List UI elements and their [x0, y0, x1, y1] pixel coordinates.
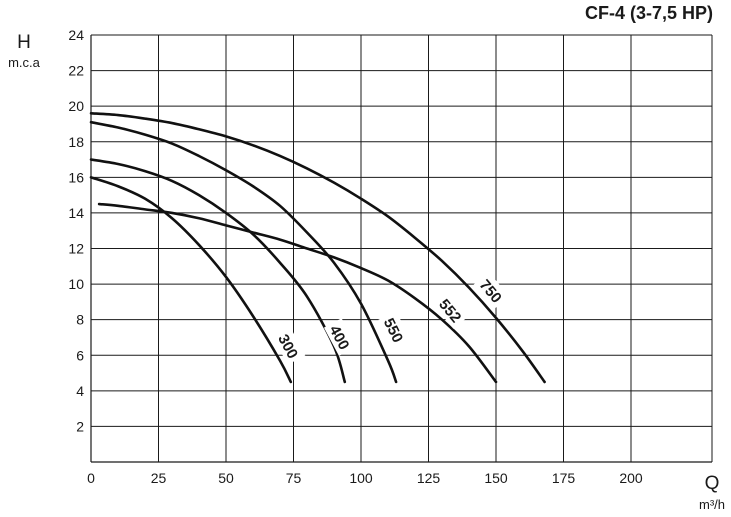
x-axis-title: Q — [705, 473, 720, 494]
curve-label-bg — [432, 291, 469, 329]
x-axis-unit: m³/h — [699, 497, 725, 512]
curves — [89, 111, 546, 384]
x-tick-label: 0 — [87, 470, 95, 486]
x-tick-label: 150 — [484, 470, 508, 486]
curve-label-bg — [378, 311, 411, 349]
curve-label-550: 550 — [378, 311, 411, 349]
y-tick-label: 12 — [68, 241, 84, 257]
y-tick-label: 20 — [68, 98, 84, 114]
x-tick-label: 100 — [349, 470, 373, 486]
y-tick-label: 18 — [68, 134, 84, 150]
y-axis-unit: m.c.a — [8, 55, 41, 70]
grid — [90, 34, 713, 463]
x-tick-label: 175 — [552, 470, 576, 486]
y-tick-label: 16 — [68, 169, 84, 185]
y-tick-label: 14 — [68, 205, 84, 221]
x-tick-label: 50 — [218, 470, 234, 486]
curve-label-bg — [323, 318, 357, 356]
series-300-line — [89, 176, 293, 384]
curve-label-300: 300 — [272, 327, 306, 365]
labels: 0 25 50 75 100 125 150 175 200246810121416182022… — [68, 27, 642, 486]
x-tick-label: 75 — [286, 470, 302, 486]
y-tick-label: 22 — [68, 63, 84, 79]
y-tick-label: 10 — [68, 276, 84, 292]
curve-label-bg — [272, 327, 306, 365]
y-tick-label: 8 — [76, 312, 84, 328]
series-400-line — [89, 158, 347, 384]
series-750-line — [89, 111, 546, 384]
y-tick-label: 2 — [76, 418, 84, 434]
x-tick-label: 125 — [417, 470, 441, 486]
curve-label-552: 552 — [432, 291, 469, 329]
series-552-line — [97, 202, 498, 384]
y-tick-label: 6 — [76, 347, 84, 363]
curve-label-bg — [473, 271, 510, 310]
x-tick-label: 200 — [619, 470, 643, 486]
series-550-line — [89, 120, 398, 384]
x-tick-label: 25 — [151, 470, 167, 486]
y-axis-title: H — [17, 32, 31, 53]
y-tick-label: 24 — [68, 27, 84, 43]
curve-label-750: 750 — [473, 271, 510, 310]
y-tick-label: 4 — [76, 383, 84, 399]
chart-title: CF-4 (3-7,5 HP) — [585, 3, 713, 23]
